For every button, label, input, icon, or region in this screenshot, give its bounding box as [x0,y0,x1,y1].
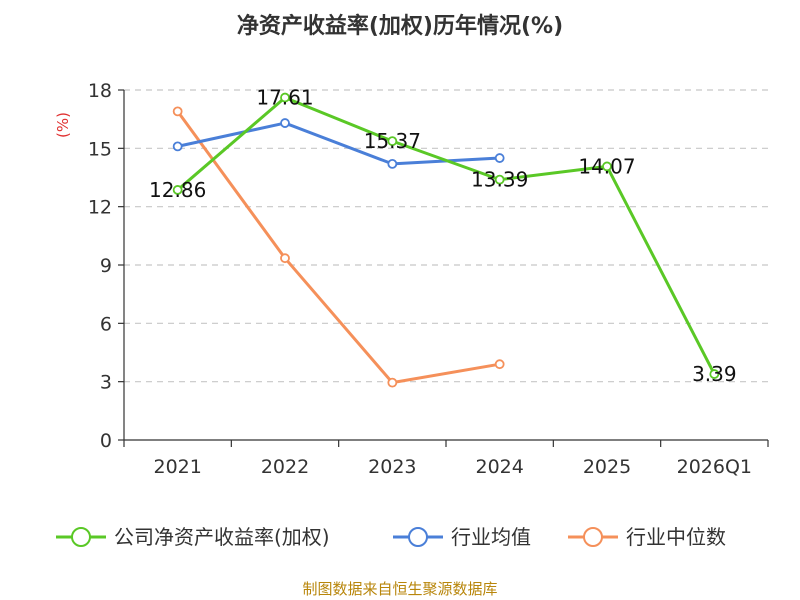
series-1-point-2024 [494,153,505,163]
chart-title: 净资产收益率(加权)历年情况(%) [237,13,563,39]
axes: 0 3 6 9 12 15 18 2021 2022 2023 2024 2025 2026Q1 [88,80,769,478]
x-tick-label-2022: 2022 [261,456,309,478]
legend-swatch-marker-2 [583,527,603,547]
y-tick-label-0: 0 [100,430,112,452]
legend-swatch-marker-1 [408,527,428,547]
legend[interactable]: 公司净资产收益率(加权) 行业均值 行业中位数 [56,525,726,549]
series-0-point-2024 [494,174,505,185]
series-2-point-2021 [172,106,183,117]
y-tick-label-3: 3 [100,372,112,394]
y-axis-unit: (%) [54,112,72,138]
y-tick-label-12: 12 [88,197,112,219]
series-1-point-2022 [280,118,290,128]
legend-item-0[interactable]: 公司净资产收益率(加权) [56,525,330,549]
series-2-point-2023 [387,377,398,388]
data-label-2023: 15.37 [364,129,421,153]
series-line-1 [177,121,500,166]
series-0-point-2023 [387,136,398,147]
x-tick-label-2026Q1: 2026Q1 [677,456,752,478]
data-label-2025: 14.07 [578,154,635,178]
legend-label-1: 行业均值 [451,525,531,549]
series-0-point-2021 [172,185,183,195]
x-tick-label-2024: 2024 [475,456,523,478]
data-source-note: 制图数据来自恒生聚源数据库 [302,580,497,598]
legend-swatch-marker-0 [71,527,91,547]
series-line-0 [176,96,716,375]
grid-lines [124,89,768,383]
series-1-point-2023 [387,158,398,169]
series-1-point-2021 [172,141,183,152]
legend-item-2[interactable]: 行业中位数 [568,525,726,549]
data-label-2024: 13.39 [471,168,528,192]
legend-item-1[interactable]: 行业均值 [393,525,531,549]
series-group [172,92,720,388]
data-label-2022: 17.61 [256,86,313,110]
y-tick-label-6: 6 [100,313,112,335]
series-2-point-2022 [280,253,290,264]
data-label-2026Q1: 3.39 [692,362,737,386]
data-labels: 12.86 17.61 15.37 13.39 14.07 3.39 [149,86,737,387]
y-tick-label-15: 15 [88,138,112,160]
x-tick-label-2025: 2025 [583,456,631,478]
x-tick-label-2023: 2023 [368,456,416,478]
y-tick-label-9: 9 [100,255,112,277]
y-tick-label-18: 18 [88,80,112,102]
legend-label-2: 行业中位数 [626,525,726,549]
series-line-2 [176,110,500,385]
x-tick-label-2021: 2021 [153,456,201,478]
legend-label-0: 公司净资产收益率(加权) [114,525,330,549]
data-label-2021: 12.86 [149,178,206,202]
series-0-point-2026Q1 [709,369,720,379]
series-2-point-2024 [494,359,505,370]
series-0-point-2022 [280,92,290,103]
series-0-point-2025 [602,161,612,172]
